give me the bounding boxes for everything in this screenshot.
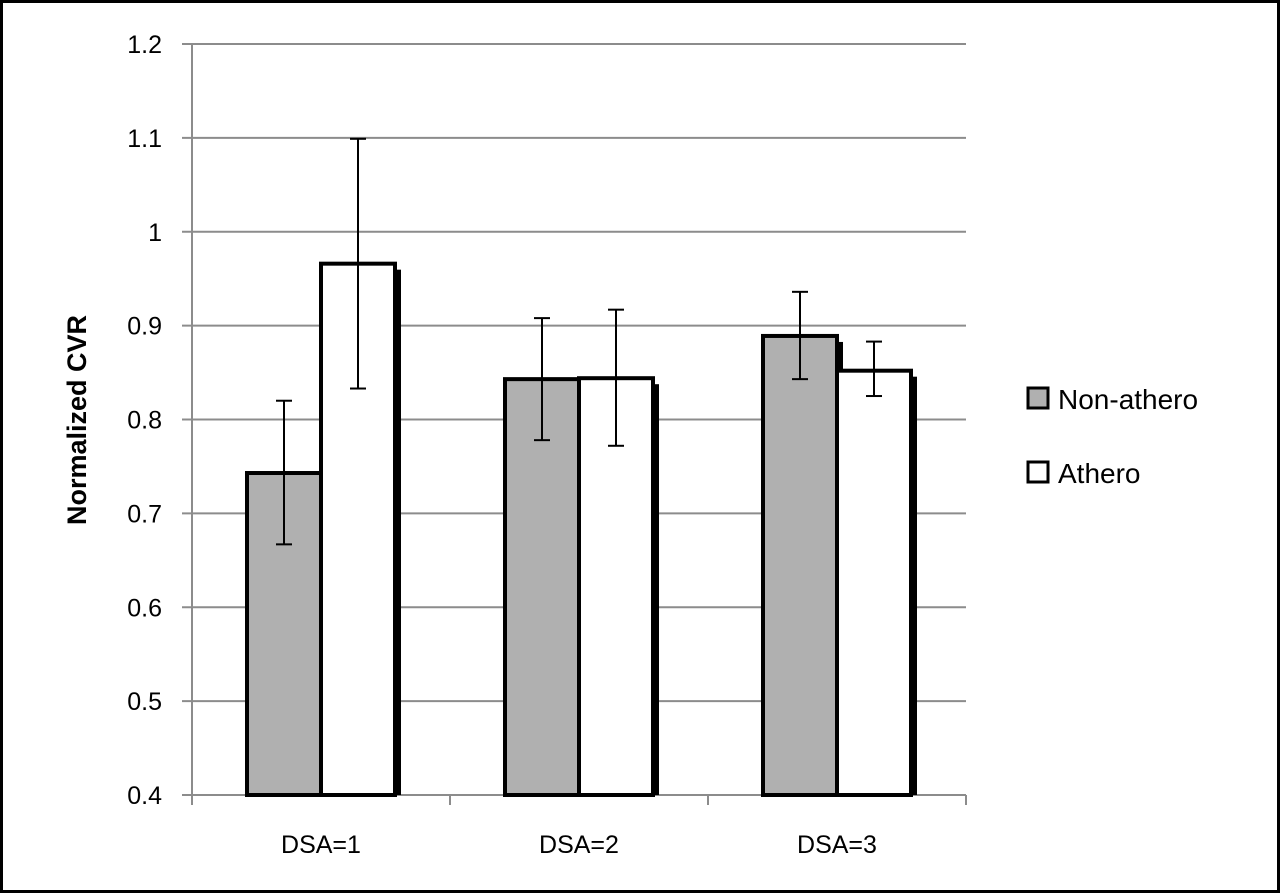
y-tick-label: 0.5 <box>127 688 162 716</box>
y-tick-label: 0.4 <box>127 782 162 810</box>
y-tick-label: 0.6 <box>127 594 162 622</box>
x-category-label: DSA=3 <box>797 831 877 859</box>
y-tick-label: 0.8 <box>127 407 162 435</box>
y-tick-label: 1.1 <box>127 125 162 153</box>
error-bars <box>276 137 882 546</box>
legend-label: Athero <box>1058 458 1141 489</box>
legend-swatch <box>1026 386 1050 410</box>
y-axis-label: Normalized CVR <box>62 315 92 525</box>
y-tick-label: 1.2 <box>127 31 162 59</box>
legend-swatch <box>1026 460 1050 484</box>
x-category-label: DSA=1 <box>281 831 361 859</box>
y-tick-label: 1 <box>148 219 162 247</box>
legend-label: Non-athero <box>1058 384 1198 415</box>
y-tick-label: 0.9 <box>127 313 162 341</box>
category-labels: DSA=1 DSA=2 DSA=3 <box>281 831 877 859</box>
bar-non-athero <box>503 377 581 797</box>
bar-non-athero <box>761 333 839 797</box>
x-category-label: DSA=2 <box>539 831 619 859</box>
bar-athero <box>577 376 655 797</box>
y-tick-label: 0.7 <box>127 500 162 528</box>
bar-athero <box>835 368 913 797</box>
bars <box>245 261 917 798</box>
y-tick-labels: 0.4 0.5 0.6 0.7 0.8 0.9 1 1.1 1.2 <box>127 31 162 810</box>
legend: Non-athero Athero <box>1026 384 1198 489</box>
